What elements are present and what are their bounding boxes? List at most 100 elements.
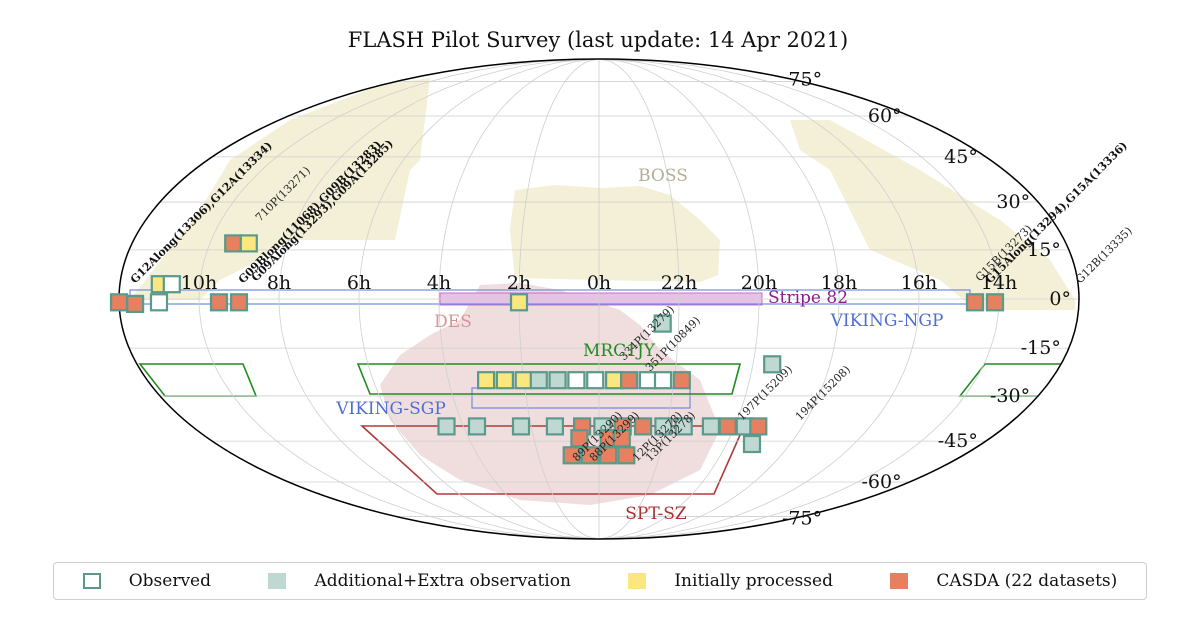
field-marker	[149, 293, 169, 312]
field-marker	[545, 417, 565, 436]
field-label: G12B(13335)	[1073, 224, 1135, 286]
boss-region-0	[130, 78, 430, 300]
axis-ticks: 10h 8h 6h 4h 2h 0h 22h 20h 18h 16h 14h 75° 60° 45° 30°…	[181, 69, 1071, 530]
ra-tick-label: 2h	[507, 272, 531, 294]
field-marker	[229, 293, 249, 312]
boss-region-2	[510, 185, 720, 282]
dec-tick-label: 75°	[788, 69, 822, 91]
legend-label: Additional+Extra observation	[314, 571, 571, 591]
legend-swatch	[628, 573, 647, 589]
ra-gridline	[599, 58, 760, 540]
field-marker	[653, 314, 672, 333]
graticule-grid	[118, 58, 1079, 540]
boss-region-1	[790, 120, 1075, 310]
ra-tick-label: 16h	[901, 272, 937, 294]
ra-tick-label: 8h	[267, 272, 291, 294]
field-marker	[619, 371, 639, 390]
dec-tick-label: 60°	[868, 105, 902, 127]
field-marker	[586, 371, 605, 390]
field-marker	[511, 417, 531, 436]
dec-tick-label: -60°	[862, 471, 902, 493]
legend-label: Observed	[128, 571, 211, 591]
dec-tick-label: 0°	[1049, 288, 1071, 310]
legend-swatch	[890, 573, 909, 589]
region-labels: BOSS DES MRC1JY VIKING-SGP VIKING-NGP Stripe …	[335, 166, 943, 524]
ra-gridline	[599, 58, 680, 540]
region-label: VIKING-SGP	[335, 399, 446, 419]
field-marker	[763, 355, 782, 374]
field-marker	[109, 293, 129, 312]
region-label: MRC1JY	[583, 341, 656, 361]
field-marker	[672, 371, 691, 390]
mrc1jy-region-east	[138, 363, 258, 397]
field-marker	[495, 371, 514, 390]
ra-gridline	[278, 58, 598, 540]
field-marker	[467, 417, 487, 436]
field-marker	[125, 294, 145, 313]
legend: Observed Additional+Extra observation Init…	[53, 562, 1147, 600]
ra-tick-label: 18h	[821, 272, 857, 294]
ra-tick-label: 14h	[981, 272, 1017, 294]
ra-gridline	[599, 58, 840, 540]
field-label: 194P(15208)	[793, 363, 853, 423]
field-marker	[567, 371, 586, 390]
region-label: Stripe 82	[768, 288, 848, 308]
dec-tick-label: -15°	[1021, 337, 1061, 359]
ra-tick-label: 20h	[741, 272, 777, 294]
region-label: SPT-SZ	[625, 504, 687, 524]
chart-title: FLASH Pilot Survey (last update: 14 Apr …	[348, 28, 848, 52]
ra-gridline	[438, 58, 599, 540]
field-marker	[638, 371, 658, 390]
legend-item-casda: CASDA (22 datasets)	[890, 571, 1117, 591]
ra-gridline	[198, 58, 598, 540]
ra-tick-label: 4h	[427, 272, 451, 294]
ra-gridline	[358, 58, 599, 540]
region-label: DES	[434, 312, 472, 332]
legend-swatch	[82, 573, 101, 589]
legend-item-additional: Additional+Extra observation	[268, 571, 571, 591]
field-marker	[985, 293, 1005, 312]
field-marker	[580, 446, 600, 465]
mrc1jy-region	[356, 363, 742, 395]
field-marker	[604, 371, 624, 390]
ra-tick-label: 0h	[587, 272, 611, 294]
field-marker	[514, 371, 533, 390]
ra-gridline	[600, 58, 920, 540]
field-marker	[701, 417, 721, 436]
field-marker	[598, 446, 618, 465]
observed-fields	[109, 234, 1005, 465]
dec-tick-label: -30°	[990, 385, 1030, 407]
field-marker	[209, 293, 229, 312]
field-marker	[548, 371, 567, 390]
legend-swatch	[268, 573, 287, 589]
field-marker	[529, 371, 548, 390]
field-marker	[617, 446, 636, 465]
dec-tick-label: 15°	[1027, 239, 1061, 261]
field-marker	[437, 417, 456, 436]
field-marker	[749, 417, 768, 436]
dec-tick-label: 30°	[996, 191, 1030, 213]
field-marker	[718, 417, 737, 436]
ra-tick-label: 22h	[661, 272, 697, 294]
legend-label: CASDA (22 datasets)	[936, 571, 1118, 591]
dec-tick-label: -45°	[938, 430, 978, 452]
field-marker	[965, 293, 985, 312]
dec-tick-label: -75°	[782, 507, 822, 529]
field-marker	[633, 417, 653, 436]
legend-item-processed: Initially processed	[628, 571, 833, 591]
region-label: VIKING-NGP	[830, 311, 944, 331]
field-marker	[653, 371, 673, 390]
legend-item-observed: Observed	[82, 571, 211, 591]
ra-tick-label: 6h	[347, 272, 371, 294]
field-marker	[239, 234, 258, 253]
field-marker	[477, 371, 496, 390]
field-marker	[509, 293, 529, 312]
field-marker	[224, 234, 243, 253]
field-marker	[674, 417, 693, 436]
legend-label: Initially processed	[674, 571, 833, 591]
field-marker	[162, 275, 181, 294]
field-marker	[654, 417, 673, 436]
field-marker	[742, 434, 762, 454]
ra-tick-label: 10h	[181, 272, 217, 294]
